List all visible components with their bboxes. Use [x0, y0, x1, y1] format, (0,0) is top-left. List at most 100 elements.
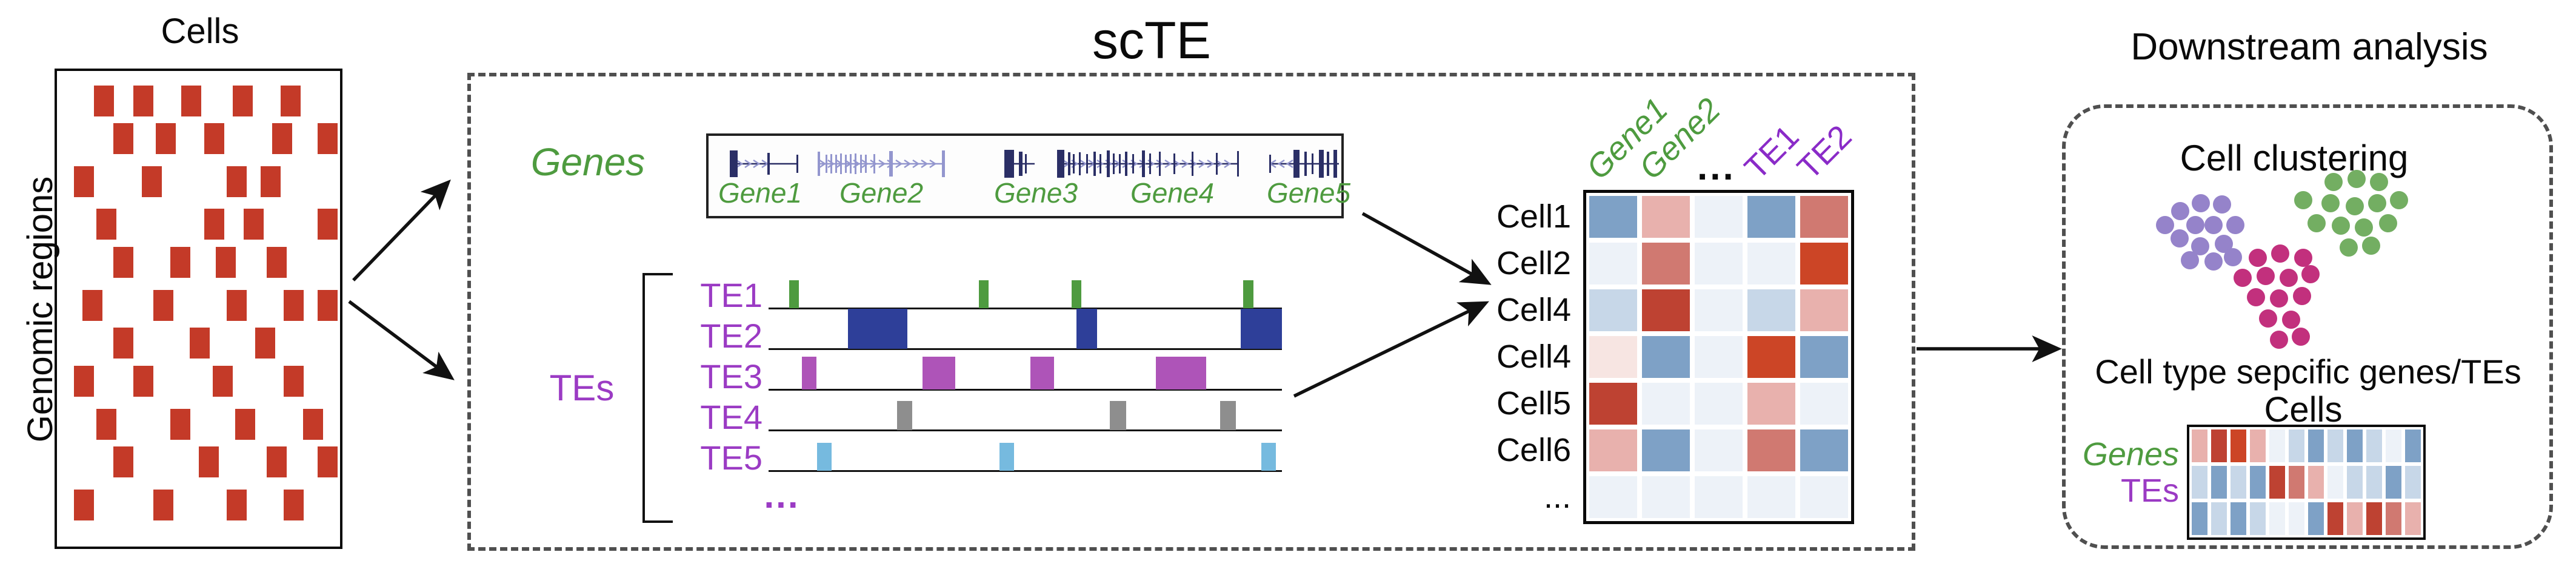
gene-label-4: Gene4 — [1130, 177, 1215, 209]
te-track-line-TE4 — [769, 429, 1282, 431]
cluster-purple-dot — [2204, 252, 2223, 271]
genes-tes-cell — [2250, 429, 2266, 462]
heatmap-cell — [1589, 476, 1637, 518]
heatmap-cell — [1695, 336, 1743, 378]
heatmap-cell — [1747, 336, 1795, 378]
cluster-green-dot — [2294, 191, 2312, 209]
gene-label-3: Gene3 — [993, 177, 1078, 209]
te-block-TE4 — [896, 401, 913, 430]
genomic-regions-axis-label: Genomic regions — [21, 176, 60, 443]
genes-tes-cell — [2308, 502, 2324, 535]
cluster-magenta-dot — [2294, 249, 2312, 267]
genomic-read-block — [93, 85, 114, 116]
cluster-purple-dot — [2181, 251, 2199, 269]
genes-tes-cell — [2289, 466, 2304, 499]
genomic-read-block — [283, 489, 304, 520]
heatmap-cell — [1695, 429, 1743, 471]
cluster-green-dot — [2370, 173, 2388, 191]
heatmap-cell — [1695, 243, 1743, 284]
heatmap-cell — [1642, 476, 1690, 518]
heatmap-cell — [1589, 196, 1637, 238]
genomic-read-block — [317, 289, 338, 321]
genomic-read-block — [198, 446, 219, 478]
genes-tes-cell — [2250, 502, 2266, 535]
cluster-magenta-dot — [2293, 287, 2311, 305]
heatmap-cell — [1642, 196, 1690, 238]
genes-tes-cell — [2386, 502, 2401, 535]
genomic-read-block — [317, 123, 338, 155]
genomic-read-block — [266, 247, 287, 278]
heatmap-row-label: Cell2 — [1496, 245, 1571, 281]
genomic-read-block — [261, 166, 281, 197]
gene-label-2: Gene2 — [839, 177, 924, 209]
genomic-read-block — [82, 289, 103, 321]
heatmap-cell — [1800, 289, 1848, 331]
genomic-regions-matrix — [55, 69, 342, 549]
heatmap-row-label: Cell4 — [1496, 338, 1571, 375]
te-block-TE3 — [1156, 357, 1207, 389]
cluster-magenta-dot — [2301, 265, 2320, 283]
genes-tes-cell — [2366, 466, 2382, 499]
genes-tes-cell — [2308, 466, 2324, 499]
genomic-read-block — [244, 209, 264, 240]
genomic-read-block — [170, 408, 190, 440]
genomic-read-block — [280, 85, 301, 116]
te-track-line-TE3 — [769, 389, 1282, 391]
genes-tes-cell — [2250, 466, 2266, 499]
genomic-read-block — [227, 166, 247, 197]
tes-bracket-bottom-arm — [642, 520, 673, 523]
cluster-purple-dot — [2204, 216, 2223, 234]
heatmap-cell — [1747, 289, 1795, 331]
genomic-read-block — [255, 328, 275, 359]
genomic-read-block — [96, 209, 117, 240]
te-track-label-TE4: TE4 — [700, 398, 762, 436]
genomic-read-block — [142, 166, 162, 197]
genomic-read-block — [181, 85, 202, 116]
heatmap-cell — [1695, 383, 1743, 425]
genomic-read-block — [170, 247, 190, 278]
genes-tes-cell — [2347, 466, 2363, 499]
te-track-label-TE5: TE5 — [700, 439, 762, 477]
arrow-matrix-to-tes — [348, 300, 455, 380]
genomic-read-block — [204, 209, 224, 240]
genomic-read-block — [74, 489, 95, 520]
cluster-green-dot — [2355, 218, 2373, 237]
heatmap-cell — [1642, 429, 1690, 471]
genomic-read-block — [156, 123, 176, 155]
cell-type-specific-label: Cell type sepcific genes/TEs — [2095, 352, 2521, 391]
genomic-read-block — [232, 85, 253, 116]
heatmap-cell — [1642, 383, 1690, 425]
gene-models-graphic — [730, 150, 1339, 178]
genes-tes-grid — [2192, 429, 2421, 535]
te-track-label-TE3: TE3 — [700, 357, 762, 396]
heatmap-cell — [1642, 336, 1690, 378]
cell-clustering-label: Cell clustering — [2180, 138, 2409, 178]
genomic-read-block — [113, 328, 134, 359]
genes-tes-cell — [2289, 429, 2304, 462]
te-block-TE2 — [1076, 309, 1098, 349]
genomic-read-block — [153, 489, 173, 520]
genomic-read-block — [227, 289, 247, 321]
genomic-read-block — [133, 366, 154, 397]
gene-annotation-track: Gene1 Gene2 Gene3 Gene4 Gene5 — [706, 133, 1350, 218]
heatmap-cell — [1747, 243, 1795, 284]
cluster-magenta-dot — [2280, 269, 2298, 287]
tes-section-label: TEs — [549, 368, 615, 408]
genes-tes-cell — [2405, 466, 2421, 499]
genes-tes-cell — [2269, 502, 2285, 535]
te-track-label-TE2: TE2 — [700, 317, 762, 355]
te-block-TE3 — [923, 357, 956, 389]
heatmap-cell — [1800, 196, 1848, 238]
heatmap-cell — [1747, 383, 1795, 425]
cluster-green-dot — [2379, 214, 2397, 232]
downstream-title: Downstream analysis — [2131, 26, 2488, 68]
genes-tes-cell — [2366, 502, 2382, 535]
cluster-purple-dot — [2226, 216, 2244, 234]
genomic-read-block — [190, 328, 210, 359]
genomic-read-block — [272, 123, 292, 155]
downstream-genes-label: Genes — [2082, 436, 2179, 473]
cluster-green-dot — [2307, 214, 2326, 232]
genes-tes-cell — [2308, 429, 2324, 462]
genes-tes-cell — [2327, 502, 2343, 535]
